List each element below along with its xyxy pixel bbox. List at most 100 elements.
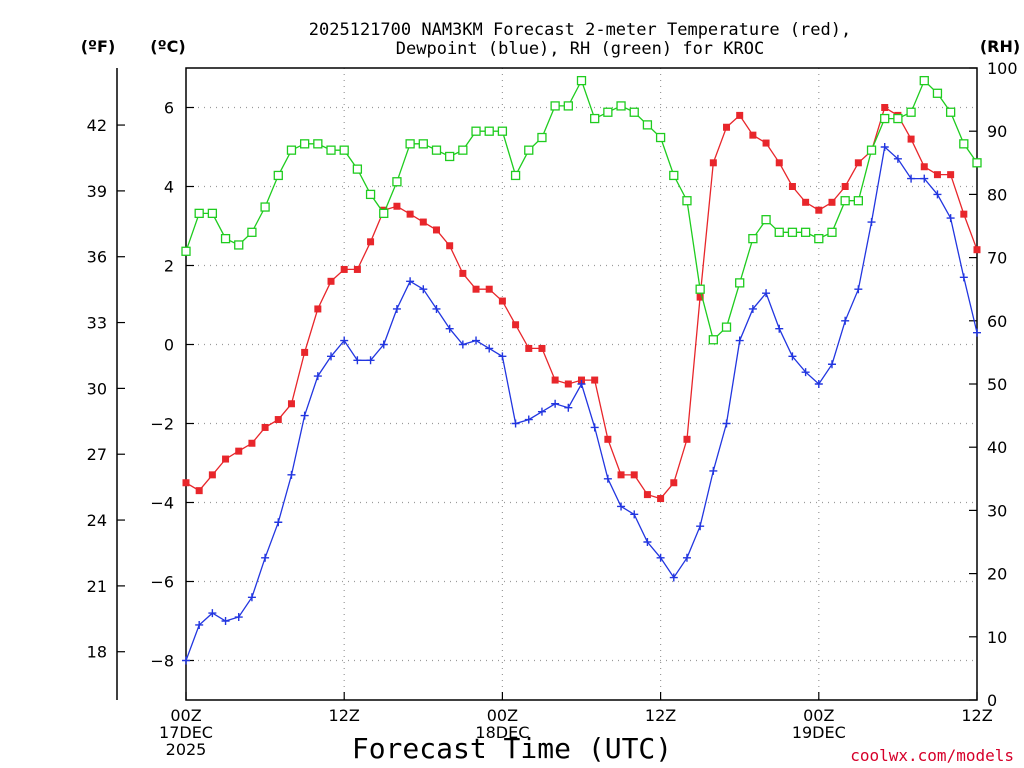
relative-humidity-point xyxy=(497,126,508,136)
relative-humidity-point xyxy=(563,101,573,111)
dewpoint-point xyxy=(854,285,863,294)
relative-humidity-point xyxy=(735,278,745,288)
dewpoint-point xyxy=(907,174,916,183)
celsius-unit-label: (ºC) xyxy=(150,37,185,56)
dewpoint-point xyxy=(788,352,797,361)
dewpoint-point xyxy=(537,407,546,416)
dewpoint-point xyxy=(234,613,243,622)
temperature-point xyxy=(353,265,361,273)
temperature-point xyxy=(551,376,559,384)
dewpoint-point xyxy=(867,218,876,227)
temperature-point xyxy=(815,206,823,214)
relative-humidity-point xyxy=(629,107,639,117)
relative-humidity-point xyxy=(352,164,363,174)
c-tick-label: −8 xyxy=(150,652,174,671)
credit-link[interactable]: coolwx.com/models xyxy=(850,746,1014,765)
temperature-point xyxy=(788,183,796,190)
dewpoint-point xyxy=(920,174,929,183)
relative-humidity-point xyxy=(299,139,310,149)
c-tick-label: 2 xyxy=(164,257,174,276)
x-tick-label: 00Z xyxy=(803,706,834,725)
relative-humidity-point xyxy=(853,196,863,206)
dewpoint-point xyxy=(472,336,481,345)
dewpoint-point xyxy=(300,411,309,420)
temperature-point xyxy=(446,242,454,250)
dewpoint-point xyxy=(366,356,375,365)
rh-tick-label: 70 xyxy=(987,249,1007,268)
temperature-point xyxy=(723,123,731,131)
c-tick-label: −4 xyxy=(150,494,174,513)
relative-humidity-point xyxy=(880,113,890,124)
series-line-relative-humidity xyxy=(185,78,978,342)
dewpoint-point xyxy=(696,522,705,531)
dewpoint-point xyxy=(261,553,270,562)
dewpoint-point xyxy=(247,593,256,602)
relative-humidity-point xyxy=(458,145,468,155)
relative-humidity-point xyxy=(655,132,666,143)
temperature-point xyxy=(947,171,955,179)
dewpoint-point xyxy=(590,423,599,432)
dewpoint-point xyxy=(735,336,744,345)
temperature-point xyxy=(287,400,295,408)
temperature-point xyxy=(749,131,757,139)
dewpoint-point xyxy=(379,340,388,349)
temperature-point xyxy=(709,159,717,167)
f-tick-label: 39 xyxy=(87,182,107,201)
temperature-point xyxy=(182,479,190,487)
temperature-point xyxy=(920,163,928,171)
temperature-point xyxy=(630,471,638,479)
relative-humidity-point xyxy=(326,145,336,155)
f-tick-label: 27 xyxy=(87,445,107,464)
f-tick-label: 33 xyxy=(87,314,107,333)
chart-title-line2: Dewpoint (blue), RH (green) for KROC xyxy=(396,39,764,59)
relative-humidity-point xyxy=(972,158,982,168)
dewpoint-point xyxy=(406,277,415,286)
dewpoint-point xyxy=(498,352,507,361)
rh-tick-label: 30 xyxy=(987,501,1007,520)
relative-humidity-point xyxy=(260,202,270,212)
plot-series xyxy=(181,75,982,665)
x-tick-label: 2025 xyxy=(166,740,207,759)
temperature-point xyxy=(643,491,651,499)
relative-humidity-point xyxy=(392,177,402,187)
f-tick-label: 36 xyxy=(87,248,107,267)
dewpoint-point xyxy=(722,419,731,428)
temperature-point xyxy=(274,416,282,424)
temperature-point xyxy=(367,238,375,246)
relative-humidity-point xyxy=(405,139,415,149)
series-line-dewpoint xyxy=(185,145,978,661)
dewpoint-point xyxy=(880,143,889,151)
x-tick-label: 19DEC xyxy=(792,723,846,742)
temperature-point xyxy=(775,159,783,167)
relative-humidity-point xyxy=(379,208,389,219)
temperature-point xyxy=(301,348,309,356)
fahrenheit-axis: 18 21 24 27 30 33 36 39 42 xyxy=(87,116,125,662)
temperature-point xyxy=(933,171,941,179)
relative-humidity-point xyxy=(695,284,705,294)
c-tick-label: 4 xyxy=(164,178,174,197)
temperature-point xyxy=(195,487,203,495)
dewpoint-point xyxy=(458,340,467,349)
temperature-point xyxy=(564,380,572,388)
relative-humidity-point xyxy=(576,75,587,86)
c-tick-label: 0 xyxy=(164,336,174,355)
dewpoint-point xyxy=(182,656,190,665)
dewpoint-point xyxy=(577,380,586,388)
relative-humidity-point xyxy=(945,107,956,117)
rh-tick-label: 80 xyxy=(987,185,1007,204)
temperature-point xyxy=(222,455,230,463)
dewpoint-point xyxy=(445,324,454,333)
temperature-point xyxy=(960,210,968,218)
temperature-point xyxy=(736,111,744,119)
dewpoint-point xyxy=(959,273,968,282)
relative-humidity-point xyxy=(761,215,771,225)
temperature-point xyxy=(841,183,849,190)
c-tick-label: −6 xyxy=(150,573,174,592)
f-tick-label: 42 xyxy=(87,116,107,135)
dewpoint-point xyxy=(564,403,573,412)
dewpoint-point xyxy=(617,502,626,511)
dewpoint-point xyxy=(274,518,283,527)
dewpoint-point xyxy=(933,190,942,199)
temperature-point xyxy=(683,435,691,443)
